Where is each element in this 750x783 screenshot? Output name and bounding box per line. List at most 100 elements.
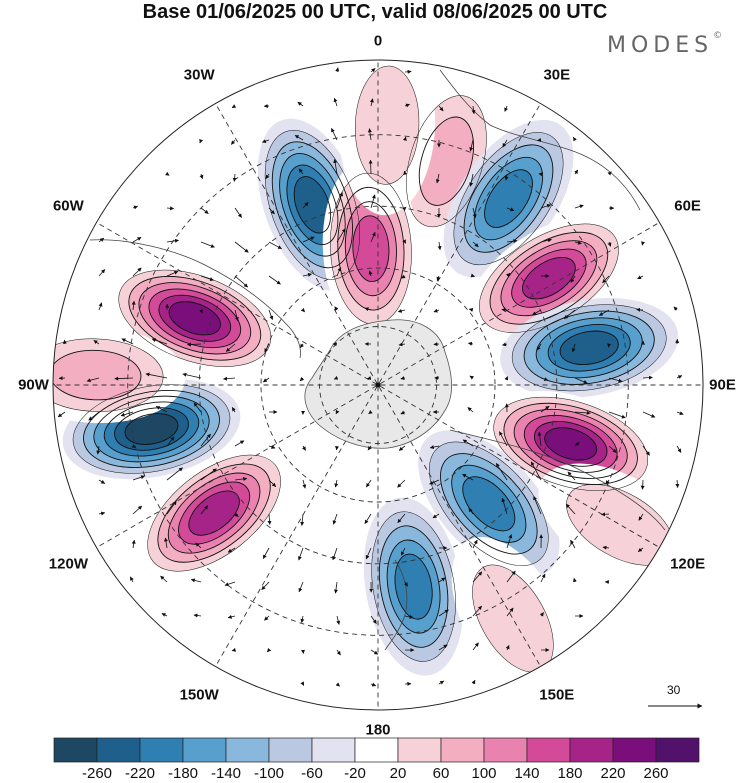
contour-set bbox=[264, 129, 360, 280]
wind-vector bbox=[607, 171, 612, 176]
contour-line bbox=[451, 464, 527, 543]
wind-vector bbox=[570, 275, 576, 283]
contour-line bbox=[72, 384, 231, 474]
wind-vector bbox=[332, 513, 338, 525]
wind-vector bbox=[266, 647, 272, 653]
copyright-mark: © bbox=[713, 31, 723, 41]
wind-vector bbox=[336, 267, 342, 277]
wind-vector bbox=[230, 139, 236, 145]
wind-vector bbox=[565, 503, 576, 515]
anomaly-cell bbox=[137, 446, 291, 581]
wind-vector bbox=[129, 576, 134, 583]
wind-vector bbox=[398, 445, 406, 451]
wind-vector bbox=[536, 343, 542, 351]
wind-vector bbox=[574, 410, 591, 415]
wind-vector bbox=[151, 338, 168, 345]
wind-vector bbox=[472, 642, 479, 651]
colorbar-box bbox=[96, 737, 141, 763]
contour-line bbox=[500, 240, 598, 317]
meridian-line bbox=[211, 97, 545, 673]
wind-vector bbox=[187, 342, 202, 347]
wind-vector bbox=[370, 649, 379, 655]
wind-vector bbox=[62, 339, 67, 345]
colorbar-box bbox=[354, 737, 399, 763]
wind-vector bbox=[334, 306, 339, 311]
contour-line bbox=[418, 116, 474, 206]
wind-vector bbox=[608, 445, 617, 453]
wind-vector bbox=[602, 545, 610, 550]
graticule bbox=[53, 60, 703, 710]
wind-vector bbox=[262, 547, 270, 559]
wind-vector bbox=[504, 173, 509, 181]
contour-set bbox=[479, 223, 619, 333]
wind-vector bbox=[462, 473, 474, 481]
wind-vector bbox=[472, 207, 477, 219]
colorbar-box bbox=[569, 737, 614, 763]
wind-vector bbox=[335, 67, 340, 73]
wind-vector bbox=[505, 644, 510, 651]
wind-vector bbox=[224, 581, 236, 587]
colorbar-box bbox=[268, 737, 313, 763]
wind-vector bbox=[336, 615, 341, 625]
wind-vector bbox=[120, 411, 134, 417]
wind-vector bbox=[166, 500, 177, 515]
wind-vector bbox=[402, 239, 407, 244]
wind-vector bbox=[166, 270, 179, 277]
wind-vector bbox=[299, 343, 304, 349]
wind-vector bbox=[365, 547, 372, 560]
wind-vector bbox=[472, 539, 478, 549]
contour-line bbox=[453, 132, 564, 266]
longitude-label: 90W bbox=[18, 376, 49, 394]
contour-line bbox=[114, 407, 189, 451]
wind-vector bbox=[200, 468, 217, 481]
wind-vector bbox=[472, 571, 483, 583]
wind-vector bbox=[567, 471, 576, 481]
wind-vector bbox=[333, 97, 338, 107]
contour-set bbox=[429, 441, 549, 566]
wind-vector bbox=[438, 105, 444, 112]
colorbar-box bbox=[53, 737, 98, 763]
wind-vector bbox=[364, 513, 372, 525]
wind-vector bbox=[505, 273, 511, 278]
wind-vector bbox=[364, 307, 372, 312]
wind-vector bbox=[540, 405, 550, 413]
wind-vector bbox=[571, 343, 576, 353]
anomaly-level bbox=[484, 169, 533, 228]
contour-line bbox=[473, 156, 544, 241]
contour-lines bbox=[53, 65, 675, 673]
wind-vector bbox=[370, 68, 376, 73]
anomaly-level bbox=[544, 427, 597, 461]
colorbar-tick-label: 180 bbox=[557, 765, 583, 782]
wind-vector bbox=[370, 682, 377, 687]
wind-vector bbox=[398, 342, 406, 347]
colorbar-box bbox=[397, 737, 442, 763]
contour-line bbox=[93, 395, 210, 463]
anomaly-level bbox=[53, 350, 141, 400]
wind-vector bbox=[468, 507, 474, 515]
wind-vector bbox=[227, 614, 236, 619]
colorbar-box bbox=[483, 737, 528, 763]
wind-vector bbox=[468, 307, 474, 312]
wind-vector bbox=[163, 537, 168, 549]
wind-vector bbox=[234, 512, 239, 518]
wind-vector bbox=[675, 479, 680, 488]
wind-vector bbox=[673, 306, 678, 311]
wind-vector bbox=[676, 375, 683, 379]
wind-vector bbox=[676, 411, 684, 415]
wind-vector bbox=[98, 479, 106, 484]
contour-line bbox=[286, 164, 339, 245]
wind-vector bbox=[540, 573, 546, 583]
contour-line bbox=[147, 454, 281, 572]
contour-set bbox=[355, 65, 420, 185]
wind-vector bbox=[438, 577, 446, 583]
wind-vector bbox=[166, 467, 183, 481]
anomaly-cell bbox=[339, 60, 436, 216]
wind-vector bbox=[232, 173, 237, 182]
wind-vector bbox=[370, 194, 376, 209]
wind-vector bbox=[533, 495, 542, 515]
wind-vector bbox=[264, 343, 270, 353]
wind-vector bbox=[472, 241, 479, 248]
wind-vector bbox=[333, 375, 339, 380]
anomaly-level bbox=[352, 215, 389, 282]
colorbar-tick-label: -140 bbox=[210, 765, 242, 782]
